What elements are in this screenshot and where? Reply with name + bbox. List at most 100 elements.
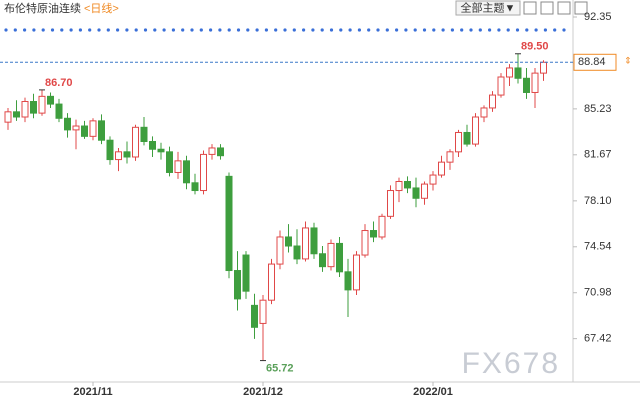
- event-dot: [181, 28, 185, 32]
- candle-body: [489, 94, 496, 109]
- candle-body: [378, 215, 386, 238]
- event-dot: [385, 28, 389, 32]
- event-dot: [292, 28, 296, 32]
- event-dot: [329, 28, 334, 32]
- candle-body: [13, 111, 20, 118]
- icon[interactable]: [574, 1, 588, 15]
- candle-body: [251, 304, 258, 328]
- icon[interactable]: [523, 1, 537, 15]
- candle-body: [276, 236, 284, 265]
- event-dot: [143, 28, 148, 32]
- event-dot: [190, 28, 194, 32]
- event-dot: [376, 28, 380, 32]
- event-dot: [348, 28, 352, 32]
- toolbar-icons[interactable]: [523, 1, 588, 15]
- candle-body: [157, 148, 165, 153]
- event-dot: [209, 28, 213, 32]
- candle-body: [4, 111, 12, 123]
- event-dot: [23, 28, 27, 32]
- event-dot: [357, 28, 361, 32]
- event-dot: [311, 28, 315, 32]
- candle-body: [472, 116, 479, 145]
- chart-title: 布伦特原油连续: [4, 1, 81, 15]
- candle-body: [208, 147, 216, 155]
- event-dot: [50, 28, 55, 32]
- x-tick-label: 2022/01: [413, 386, 453, 398]
- candle-body: [421, 183, 428, 199]
- candle-body: [149, 141, 156, 150]
- event-dot: [227, 28, 231, 32]
- event-dot: [69, 28, 73, 32]
- event-dot: [441, 28, 445, 32]
- period: <日线>: [84, 1, 119, 15]
- event-dot: [199, 28, 203, 32]
- candle-body: [455, 131, 462, 153]
- event-dot: [460, 28, 464, 32]
- event-dot: [264, 28, 268, 32]
- icon[interactable]: [540, 1, 554, 15]
- event-dot: [478, 28, 482, 32]
- candle-body: [217, 147, 224, 157]
- candle-body: [319, 253, 326, 268]
- annotation-label: 65.72: [266, 362, 294, 374]
- y-tick-label: 74.54: [584, 241, 612, 253]
- candle-body: [497, 76, 505, 96]
- candle-body: [387, 190, 394, 217]
- candle-body: [30, 101, 37, 114]
- event-dot: [534, 28, 538, 32]
- y-tick-label: 78.10: [584, 195, 612, 207]
- event-dot: [246, 28, 250, 32]
- y-tick-label: 67.42: [584, 333, 612, 345]
- event-dot: [236, 28, 241, 32]
- event-dot: [450, 28, 454, 32]
- event-dot: [41, 28, 45, 32]
- event-dot: [153, 28, 157, 32]
- event-dot: [543, 28, 548, 32]
- candle-body: [123, 151, 131, 158]
- event-dot: [525, 28, 529, 32]
- candle-body: [81, 125, 88, 137]
- candle-body: [166, 151, 173, 173]
- candle-body: [514, 67, 522, 79]
- watermark: FX678: [462, 347, 560, 380]
- candle-body: [446, 151, 454, 163]
- event-dot: [422, 28, 427, 32]
- candle-body: [47, 95, 54, 105]
- candle-body: [327, 242, 335, 268]
- candle-body: [64, 117, 71, 131]
- event-dot: [255, 28, 259, 32]
- icon[interactable]: [557, 1, 571, 15]
- candle-body: [531, 72, 539, 93]
- event-dot: [302, 28, 306, 32]
- event-dot: [497, 28, 501, 32]
- event-dot: [469, 28, 473, 32]
- event-dot: [125, 28, 129, 32]
- candle-body: [336, 242, 343, 273]
- candle-body: [412, 187, 420, 199]
- event-dot: [116, 28, 120, 32]
- annotation-label: 89.50: [521, 41, 549, 53]
- event-dot: [283, 28, 287, 32]
- event-dot: [274, 28, 278, 32]
- y-tick-label: 92.35: [584, 11, 612, 23]
- theme-button-label[interactable]: 全部主题▼: [461, 0, 516, 14]
- candle-body: [234, 270, 241, 300]
- candle-body: [140, 126, 148, 143]
- event-dot: [78, 28, 82, 32]
- y-tick-label: 70.98: [584, 287, 612, 299]
- event-dot: [32, 28, 36, 32]
- candle-body: [506, 67, 513, 78]
- event-dot: [515, 28, 520, 32]
- y-tick-label: 81.67: [584, 149, 612, 161]
- theme-button[interactable]: [455, 0, 521, 16]
- event-dot: [432, 28, 436, 32]
- candle-body: [268, 263, 275, 301]
- candle-body: [293, 245, 301, 260]
- candle-body: [72, 125, 80, 131]
- candle-body: [21, 101, 29, 118]
- candle-body: [38, 95, 46, 114]
- event-dot: [320, 28, 324, 32]
- candle-body: [225, 175, 233, 272]
- candle-body: [429, 174, 437, 185]
